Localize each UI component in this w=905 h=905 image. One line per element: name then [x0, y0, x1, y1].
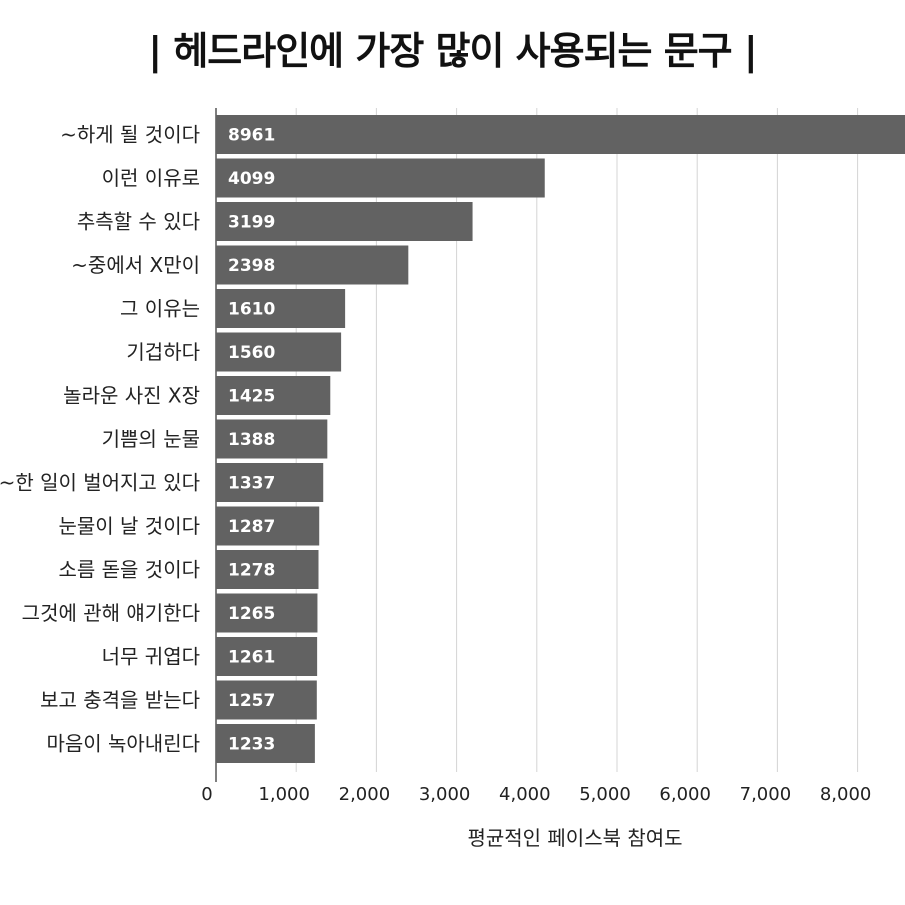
category-label: ~중에서 X만이 — [71, 253, 200, 277]
x-tick-label: 7,000 — [740, 784, 792, 805]
x-tick-label: 3,000 — [419, 784, 471, 805]
category-label: 이런 이유로 — [102, 166, 200, 190]
bar — [216, 376, 331, 415]
category-label: ~한 일이 벌어지고 있다 — [0, 471, 200, 495]
bar — [216, 419, 328, 459]
bar-value-label: 4099 — [228, 169, 275, 189]
category-label: 그것에 관해 얘기한다 — [22, 601, 200, 625]
category-label: 소름 돋을 것이다 — [58, 558, 200, 582]
category-label: 보고 충격을 받는다 — [40, 688, 200, 712]
category-label: 기쁨의 눈물 — [102, 427, 200, 451]
bar — [216, 637, 318, 676]
x-axis-title: 평균적인 페이스북 참여도 — [467, 826, 682, 850]
bar-value-label: 8961 — [228, 126, 275, 146]
bar-value-label: 1610 — [228, 300, 275, 320]
bar-value-label: 2398 — [228, 256, 275, 276]
bar-value-label: 1261 — [228, 648, 275, 668]
category-label: 추측할 수 있다 — [77, 210, 200, 234]
bar-value-label: 1257 — [228, 691, 275, 711]
bar — [216, 463, 324, 502]
category-label: 그 이유는 — [120, 297, 200, 321]
category-label: ~하게 될 것이다 — [60, 123, 200, 147]
bar-value-label: 3199 — [228, 213, 275, 233]
bar — [216, 506, 320, 546]
category-label: 너무 귀엽다 — [102, 645, 200, 669]
bar-value-label: 1287 — [228, 517, 275, 537]
bar — [216, 332, 342, 372]
x-tick-label: 1,000 — [258, 784, 310, 805]
x-tick-label: 8,000 — [820, 784, 872, 805]
bar-value-label: 1337 — [228, 474, 275, 494]
bar — [216, 202, 473, 241]
x-tick-label: 2,000 — [339, 784, 391, 805]
bar — [216, 289, 346, 328]
bar — [216, 115, 905, 154]
bar — [216, 245, 409, 285]
bar-value-label: 1233 — [228, 735, 275, 755]
x-tick-label: 4,000 — [499, 784, 551, 805]
x-tick-label: 0 — [201, 784, 212, 805]
bars: 8961 4099 3199 2398 1610 1560 1425 1388 1337 1287… — [216, 115, 905, 763]
bar — [216, 158, 545, 198]
bar-value-label: 1425 — [228, 387, 275, 407]
bar-value-label: 1278 — [228, 561, 275, 581]
bar — [216, 550, 319, 589]
bar-value-label: 1388 — [228, 430, 275, 450]
category-label: 놀라운 사진 X장 — [63, 384, 200, 408]
bar-value-label: 1560 — [228, 343, 275, 363]
bar — [216, 593, 318, 633]
x-axis-ticks: 0 1,000 2,000 3,000 4,000 5,000 6,000 7,000 8,00… — [201, 784, 871, 805]
category-label: 눈물이 날 것이다 — [58, 514, 200, 538]
bar — [216, 680, 317, 720]
chart-title: | 헤드라인에 가장 많이 사용되는 문구 | — [148, 29, 758, 73]
bar — [216, 724, 315, 763]
bar-value-label: 1265 — [228, 604, 275, 624]
category-label: 마음이 녹아내린다 — [46, 732, 200, 756]
x-tick-label: 6,000 — [659, 784, 711, 805]
x-tick-label: 5,000 — [579, 784, 631, 805]
category-label: 기겁하다 — [126, 340, 200, 364]
